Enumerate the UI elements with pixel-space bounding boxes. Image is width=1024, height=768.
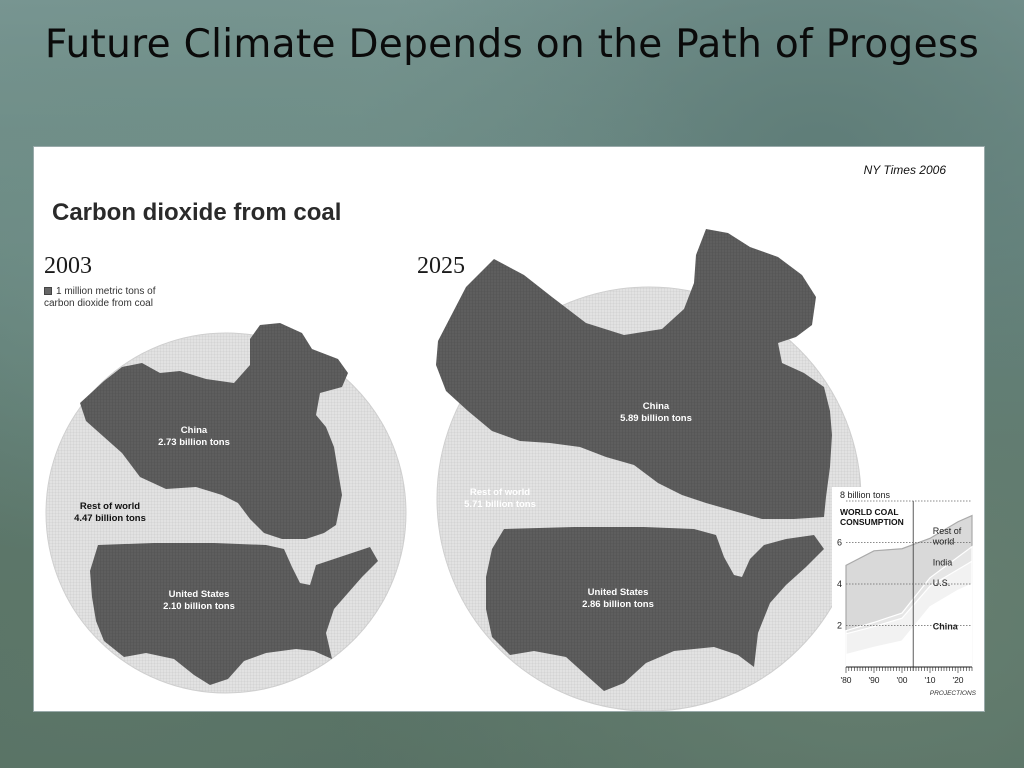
x-tick-label-1980: '80 [840,675,851,685]
inset-gridlines: 2 4 6 [837,500,972,631]
label-row-2025-name: Rest of world [470,487,530,498]
series-area-china [845,583,973,668]
unit-legend-text: 1 million metric tons of carbon dioxide … [44,286,156,309]
series-label-u-s: U.S. [933,578,951,588]
label-us-2025-value: 2.86 billion tons [582,599,654,610]
label-us-2025-name: United States [588,587,649,598]
x-tick-label-2000: '00 [896,675,907,685]
series-label-rest-of-world-2: world [932,537,955,547]
label-row-2025-value: 5.71 billion tons [464,499,536,510]
label-china-2003-name: China [181,425,208,436]
label-china-2025-name: China [643,401,670,412]
label-row-2003-name: Rest of world [80,501,140,512]
figure-title: Carbon dioxide from coal [52,199,342,226]
x-tick-label-2010: '10 [924,675,935,685]
source-credit: NY Times 2006 [863,163,946,177]
y-tick-label-2: 2 [837,621,842,631]
series-label-rest-of-world: Rest of [933,526,962,536]
unit-legend: 1 million metric tons of carbon dioxide … [44,286,169,310]
label-china-2025-value: 5.89 billion tons [620,413,692,424]
label-row-2003-value: 4.47 billion tons [74,513,146,524]
year-label-2003: 2003 [44,253,92,279]
label-china-2003-value: 2.73 billion tons [158,437,230,448]
series-label-india: India [933,557,953,567]
inset-series-group [845,514,973,668]
label-us-2003-name: United States [169,589,230,600]
figure-panel: NY Times 2006 Carbon dioxide from coal 2… [33,146,985,712]
region-us-2003 [90,543,378,685]
label-us-2003-value: 2.10 billion tons [163,601,235,612]
unit-square-icon [44,287,52,296]
region-us-2025 [486,527,824,691]
inset-title: WORLD COAL CONSUMPTION [840,507,904,527]
x-tick-label-1990: '90 [868,675,879,685]
inset-x-ticks: '80 '90 '00 '10 '20 [840,667,973,685]
world-coal-inset-chart: 2 4 6 '80 '90 '00 '10 '20 8 billion tons WORLD… [832,487,982,709]
year-label-2025: 2025 [417,253,465,279]
projections-label: PROJECTIONS [930,690,977,697]
inset-top-label: 8 billion tons [840,490,891,500]
slide-title: Future Climate Depends on the Path of Pr… [44,22,980,67]
y-tick-label-6: 6 [837,538,842,548]
region-china-2025 [436,229,832,519]
x-tick-label-2020: '20 [952,675,963,685]
series-label-china: China [933,622,959,632]
region-china-2003 [80,323,348,539]
y-tick-label-4: 4 [837,579,842,589]
